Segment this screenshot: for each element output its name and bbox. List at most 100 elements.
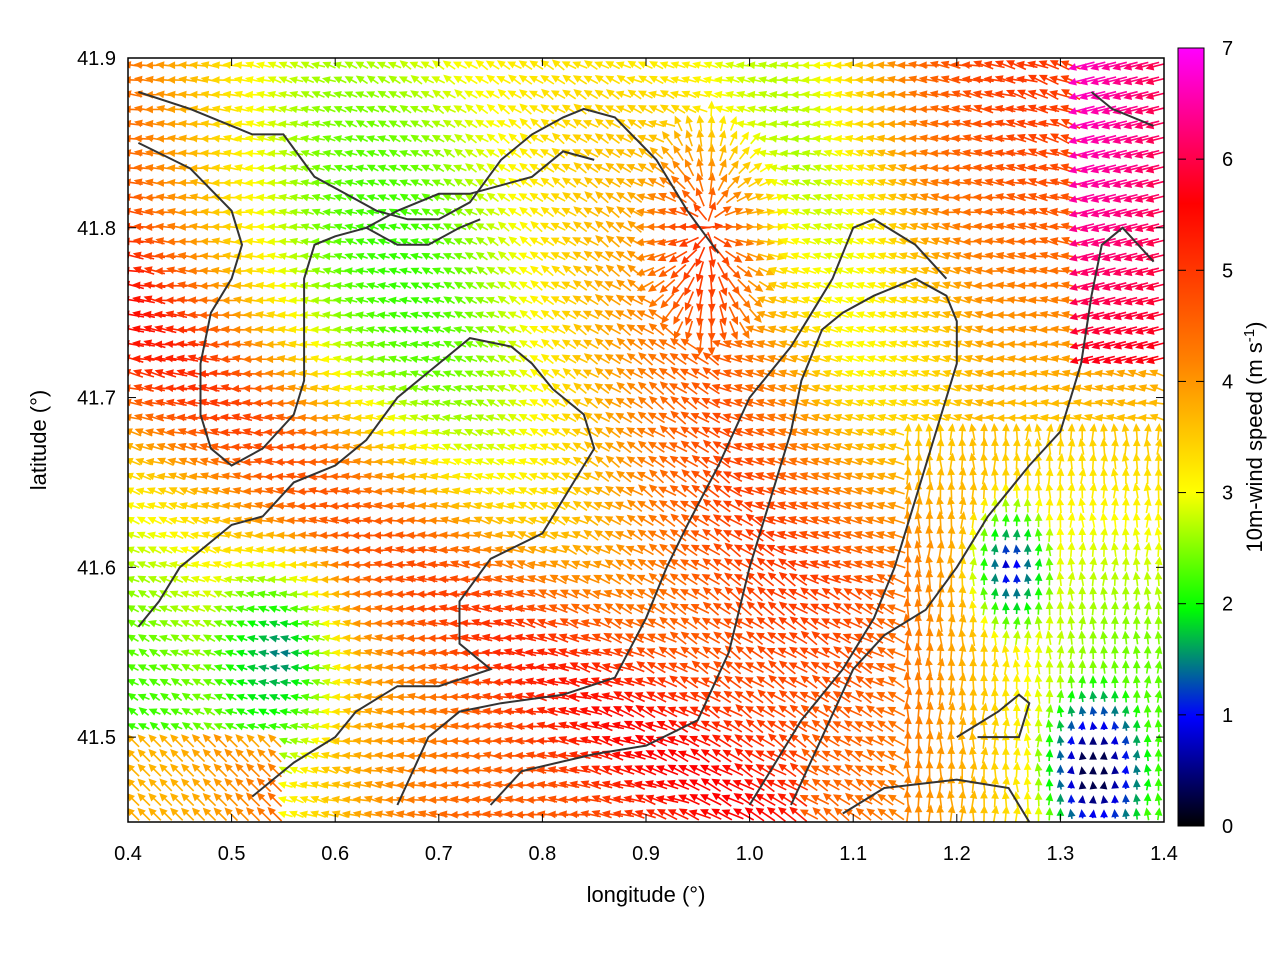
wind-arrow	[876, 720, 894, 733]
wind-arrow	[668, 719, 689, 733]
wind-arrow	[936, 701, 945, 721]
wind-arrow	[593, 574, 611, 585]
wind-arrow	[191, 693, 205, 701]
wind-arrow	[147, 531, 162, 540]
wind-arrow	[958, 746, 967, 764]
wind-arrow	[799, 765, 819, 776]
wind-arrow	[590, 692, 613, 701]
wind-arrow	[766, 793, 787, 807]
wind-arrow	[1067, 645, 1076, 660]
wind-arrow	[744, 662, 764, 674]
wind-arrow	[1111, 780, 1120, 789]
wind-arrow	[1078, 751, 1087, 761]
wind-arrow	[947, 790, 955, 809]
wind-arrow	[1121, 526, 1130, 543]
wind-arrow	[1132, 749, 1141, 761]
wind-arrow	[1034, 558, 1043, 571]
wind-arrow	[601, 706, 624, 717]
wind-arrow	[678, 808, 700, 821]
wind-arrow	[537, 575, 557, 583]
wind-arrow	[159, 778, 173, 792]
wind-arrow	[980, 687, 989, 705]
wind-arrow	[1100, 721, 1109, 731]
wind-arrow	[645, 750, 668, 762]
wind-arrow	[148, 792, 162, 807]
wind-arrow	[148, 664, 161, 672]
wind-arrow	[702, 498, 720, 513]
wind-arrow	[947, 643, 956, 662]
wind-arrow	[876, 751, 895, 761]
wind-arrow	[866, 749, 883, 763]
wind-arrow	[1143, 438, 1152, 455]
wind-arrow	[591, 765, 613, 776]
wind-arrow	[1154, 467, 1163, 485]
wind-arrow	[980, 672, 988, 691]
wind-arrow	[843, 457, 862, 466]
wind-arrow	[1154, 777, 1163, 791]
wind-arrow	[440, 487, 458, 495]
wind-arrow	[711, 721, 733, 732]
wind-arrow	[1012, 498, 1021, 513]
wind-arrow	[864, 530, 884, 539]
wind-arrow	[363, 648, 382, 657]
wind-arrow	[582, 487, 600, 496]
wind-arrow	[611, 751, 635, 759]
wind-arrow	[506, 443, 522, 451]
wind-arrow	[572, 500, 588, 512]
wind-arrow	[801, 733, 818, 749]
wind-arrow	[569, 662, 591, 673]
wind-arrow	[1100, 809, 1108, 819]
wind-arrow	[666, 779, 690, 790]
wind-arrow	[1089, 571, 1097, 586]
wind-arrow	[887, 706, 906, 717]
wind-arrow	[550, 443, 566, 452]
wind-arrow	[958, 760, 967, 779]
wind-arrow	[473, 501, 490, 510]
wind-arrow	[1132, 778, 1141, 790]
wind-arrow	[680, 440, 698, 454]
wind-arrow	[363, 795, 382, 804]
wind-arrow	[723, 675, 742, 689]
wind-arrow	[1143, 571, 1152, 586]
wind-arrow	[969, 804, 977, 822]
wind-arrow	[800, 630, 818, 646]
wind-arrow	[820, 516, 841, 525]
wind-arrow	[668, 662, 688, 673]
y-tick-label: 41.6	[77, 557, 116, 579]
wind-arrow	[788, 662, 808, 673]
wind-arrow	[525, 677, 548, 686]
wind-arrow	[980, 586, 988, 601]
wind-arrow	[623, 720, 646, 733]
wind-arrow	[1154, 704, 1163, 718]
wind-arrow	[853, 560, 874, 569]
wind-arrow	[561, 428, 577, 437]
wind-arrow	[980, 805, 988, 822]
wind-arrow	[213, 634, 227, 643]
wind-arrow	[202, 649, 216, 657]
wind-arrow	[810, 442, 829, 451]
wind-arrow	[925, 701, 934, 721]
wind-arrow	[678, 692, 700, 702]
wind-arrow	[1078, 512, 1086, 528]
wind-arrow	[128, 634, 139, 642]
wind-arrow	[604, 442, 621, 453]
wind-arrow	[1045, 630, 1054, 645]
wind-arrow	[1045, 586, 1054, 601]
wind-arrow	[1111, 556, 1119, 572]
wind-arrow	[137, 792, 151, 807]
wind-arrow	[789, 733, 807, 749]
wind-arrow	[549, 531, 567, 539]
wind-arrow	[536, 633, 558, 643]
wind-arrow	[321, 678, 337, 687]
wind-arrow	[1002, 559, 1010, 569]
wind-arrow	[757, 586, 774, 602]
wind-arrow	[535, 677, 559, 686]
wind-arrow	[980, 702, 989, 720]
wind-arrow	[925, 569, 934, 589]
wind-arrow	[691, 616, 709, 631]
wind-arrow	[246, 634, 259, 643]
wind-arrow	[579, 721, 603, 730]
wind-arrow	[832, 632, 852, 644]
wind-arrow	[385, 458, 404, 466]
wind-arrow	[854, 602, 873, 615]
